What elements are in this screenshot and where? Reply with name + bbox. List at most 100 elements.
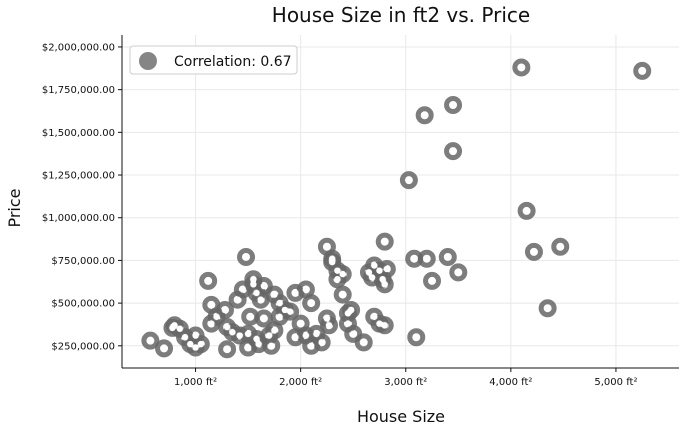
- scatter-point-center: [176, 325, 184, 332]
- scatter-point-center: [334, 267, 341, 274]
- scatter-point: [141, 331, 160, 350]
- scatter-point-center: [239, 286, 247, 293]
- scatter-point-center: [260, 315, 268, 322]
- scatter-point-center: [147, 337, 154, 344]
- legend-box: [129, 45, 298, 75]
- scatter-point-center: [229, 328, 236, 336]
- y-tick-label: $1,250,000.00: [42, 171, 115, 182]
- scatter-point: [438, 248, 457, 266]
- scatter-point-center: [204, 277, 212, 285]
- scatter-point-center: [244, 344, 252, 351]
- scatter-point: [417, 249, 436, 268]
- scatter-point-center: [339, 270, 346, 278]
- scatter-point-center: [286, 308, 294, 315]
- legend: Correlation: 0.67: [129, 45, 298, 75]
- x-tick-label: 3,000 ft²: [384, 377, 427, 388]
- y-tick-label: $250,000.00: [51, 341, 115, 352]
- scatter-point-center: [368, 274, 376, 281]
- scatter-point: [517, 201, 536, 220]
- scatter-point-center: [410, 255, 418, 262]
- scatter-point-center: [297, 320, 304, 327]
- scatter-point: [155, 339, 174, 358]
- scatter-point-center: [339, 291, 346, 298]
- scatter-point-center: [292, 289, 299, 297]
- scatter-point: [199, 271, 218, 290]
- scatter-point-center: [236, 332, 243, 339]
- scatter-point-center: [371, 262, 378, 269]
- scatter-point: [254, 309, 273, 328]
- scatter-point-center: [347, 306, 355, 314]
- scatter-point-center: [302, 286, 310, 293]
- scatter-point: [444, 96, 463, 115]
- scatter-point-center: [381, 281, 388, 288]
- scatter-point-center: [405, 176, 413, 184]
- scatter-point-center: [379, 276, 386, 283]
- scatter-point: [333, 265, 352, 284]
- scatter-point-center: [444, 253, 451, 261]
- scatter-point-center: [421, 112, 428, 119]
- scatter-point-center: [323, 243, 331, 250]
- scatter-point-center: [276, 299, 283, 307]
- scatter-point-center: [360, 339, 367, 346]
- scatter-point-center: [530, 248, 538, 256]
- scatter-point: [375, 232, 394, 251]
- data-points: [141, 58, 652, 359]
- scatter-point-center: [253, 335, 260, 343]
- scatter-point-center: [344, 320, 352, 327]
- scatter-point-center: [250, 281, 257, 288]
- scatter-point: [237, 248, 256, 266]
- scatter-point-center: [302, 332, 310, 339]
- legend-label: Correlation: 0.67: [174, 54, 292, 70]
- scatter-point-center: [268, 342, 275, 349]
- scatter-point: [254, 277, 273, 296]
- scatter-point: [407, 328, 426, 347]
- y-tick-label: $1,500,000.00: [42, 128, 115, 139]
- scatter-point-center: [242, 253, 250, 261]
- scatter-point: [342, 300, 361, 319]
- scatter-point-center: [192, 332, 199, 339]
- y-tick-label: $500,000.00: [51, 299, 115, 310]
- scatter-point: [215, 300, 234, 319]
- scatter-point-center: [381, 238, 388, 245]
- scatter-point-center: [181, 334, 189, 341]
- scatter-point-center: [371, 313, 378, 320]
- scatter-point-center: [455, 269, 462, 276]
- scatter-point-center: [523, 207, 530, 215]
- scatter-point-center: [449, 101, 457, 109]
- scatter-point-center: [381, 322, 388, 329]
- scatter-point-center: [223, 346, 231, 353]
- scatter-point-center: [307, 342, 315, 349]
- scatter-point: [218, 340, 237, 359]
- scatter-point: [415, 106, 434, 125]
- y-tick-label: $1,750,000.00: [42, 85, 115, 96]
- scatter-point-center: [313, 330, 320, 338]
- scatter-point-center: [413, 334, 420, 341]
- scatter-point-center: [260, 282, 268, 290]
- scatter-point-center: [428, 277, 436, 285]
- scatter-point-center: [187, 340, 194, 348]
- scatter-point: [354, 333, 373, 352]
- scatter-point-center: [544, 305, 551, 312]
- y-axis-label: Price: [5, 188, 24, 227]
- scatter-point-center: [323, 315, 331, 322]
- scatter-point-center: [213, 313, 220, 320]
- scatter-point: [312, 333, 331, 352]
- scatter-point-center: [276, 313, 283, 320]
- scatter-point-center: [250, 276, 257, 283]
- scatter-point-center: [265, 332, 273, 339]
- scatter-point: [423, 271, 442, 290]
- scatter-point-center: [255, 340, 262, 348]
- x-tick-label: 2,000 ft²: [279, 377, 322, 388]
- scatter-point-center: [221, 306, 229, 314]
- scatter-point-center: [171, 322, 178, 329]
- legend-marker: [139, 52, 157, 70]
- scatter-point-center: [639, 67, 646, 75]
- scatter-point: [302, 294, 321, 313]
- x-axis-ticks: 1,000 ft² 2,000 ft² 3,000 ft² 4,000 ft² 5,00…: [174, 368, 637, 388]
- scatter-point-center: [292, 334, 299, 341]
- scatter-point-center: [192, 344, 199, 351]
- scatter-point-center: [234, 296, 241, 303]
- scatter-point-center: [334, 276, 341, 283]
- scatter-point-center: [271, 291, 278, 298]
- scatter-point-center: [208, 301, 215, 309]
